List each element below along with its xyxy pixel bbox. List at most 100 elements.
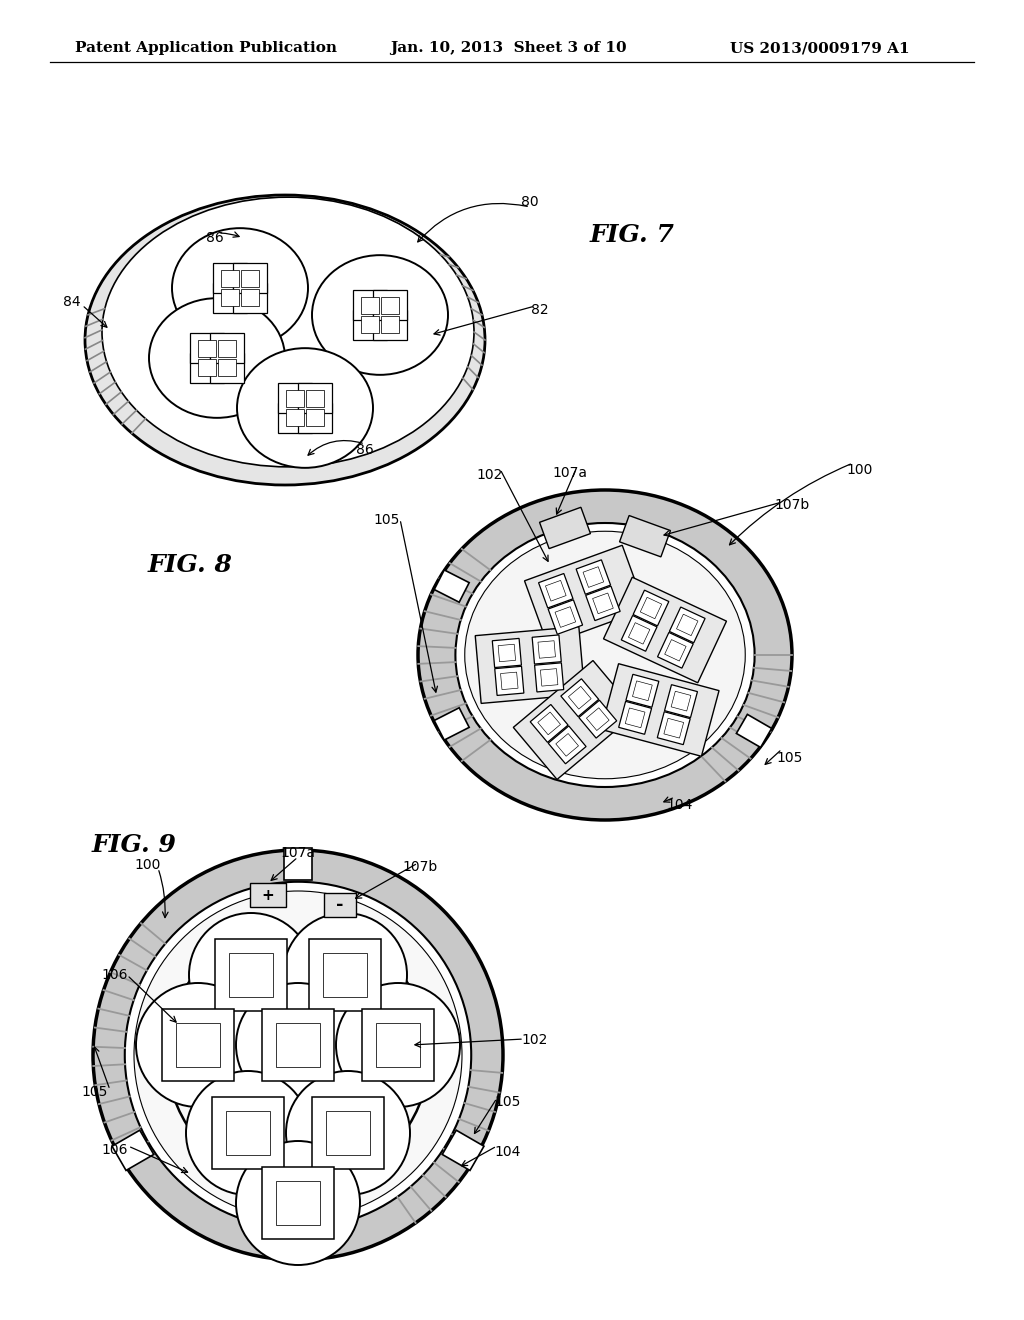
Text: 107a: 107a xyxy=(281,846,315,861)
Polygon shape xyxy=(305,409,325,426)
Polygon shape xyxy=(226,1111,269,1155)
Polygon shape xyxy=(112,1130,154,1171)
Polygon shape xyxy=(353,290,387,321)
Polygon shape xyxy=(286,391,304,407)
Polygon shape xyxy=(677,614,698,636)
Polygon shape xyxy=(538,640,555,659)
Polygon shape xyxy=(568,686,591,709)
Polygon shape xyxy=(212,1097,284,1170)
Circle shape xyxy=(125,882,471,1228)
Polygon shape xyxy=(556,734,579,756)
Polygon shape xyxy=(664,718,684,738)
Polygon shape xyxy=(475,627,585,704)
Text: 100: 100 xyxy=(135,858,161,873)
Polygon shape xyxy=(535,663,563,692)
Polygon shape xyxy=(540,507,591,549)
Polygon shape xyxy=(360,317,379,333)
Text: 86: 86 xyxy=(206,231,224,246)
Circle shape xyxy=(236,1140,360,1265)
Polygon shape xyxy=(218,359,237,376)
Polygon shape xyxy=(278,383,312,413)
Text: 104: 104 xyxy=(495,1144,521,1159)
Ellipse shape xyxy=(150,298,285,418)
Polygon shape xyxy=(284,849,312,880)
Polygon shape xyxy=(501,672,518,689)
Bar xyxy=(250,883,286,907)
Polygon shape xyxy=(276,1023,319,1067)
Text: 84: 84 xyxy=(63,294,81,309)
Polygon shape xyxy=(278,403,312,433)
Ellipse shape xyxy=(418,490,792,820)
Polygon shape xyxy=(381,317,399,333)
Polygon shape xyxy=(360,297,379,314)
Text: 102: 102 xyxy=(522,1034,548,1047)
Polygon shape xyxy=(513,660,637,780)
Polygon shape xyxy=(532,635,561,664)
Polygon shape xyxy=(324,953,367,997)
Polygon shape xyxy=(493,639,521,668)
Polygon shape xyxy=(198,341,216,356)
Polygon shape xyxy=(546,581,566,601)
Polygon shape xyxy=(603,577,726,682)
Polygon shape xyxy=(373,290,407,321)
Circle shape xyxy=(189,913,313,1038)
Circle shape xyxy=(186,1071,310,1195)
Text: Patent Application Publication: Patent Application Publication xyxy=(75,41,337,55)
Circle shape xyxy=(134,891,462,1218)
Text: 106: 106 xyxy=(101,968,128,982)
Text: 107b: 107b xyxy=(774,498,810,512)
Text: FIG. 9: FIG. 9 xyxy=(92,833,177,857)
Polygon shape xyxy=(305,391,325,407)
Polygon shape xyxy=(190,334,224,363)
Polygon shape xyxy=(561,678,599,717)
Text: 100: 100 xyxy=(847,463,873,477)
Text: 104: 104 xyxy=(667,799,693,812)
Polygon shape xyxy=(587,708,609,730)
Polygon shape xyxy=(530,705,568,742)
Polygon shape xyxy=(286,409,304,426)
Circle shape xyxy=(286,1071,410,1195)
Circle shape xyxy=(93,850,503,1261)
Text: US 2013/0009179 A1: US 2013/0009179 A1 xyxy=(730,41,909,55)
Ellipse shape xyxy=(102,197,474,467)
Polygon shape xyxy=(629,623,650,644)
Polygon shape xyxy=(381,297,399,314)
Circle shape xyxy=(336,983,460,1107)
Polygon shape xyxy=(215,939,287,1011)
Polygon shape xyxy=(633,590,669,626)
Text: FIG. 7: FIG. 7 xyxy=(590,223,675,247)
Text: 106: 106 xyxy=(101,1143,128,1158)
Circle shape xyxy=(236,983,360,1107)
Text: 105: 105 xyxy=(82,1085,109,1100)
Polygon shape xyxy=(548,599,583,635)
Circle shape xyxy=(136,983,260,1107)
Polygon shape xyxy=(498,644,516,661)
Polygon shape xyxy=(442,1130,484,1171)
Text: 105: 105 xyxy=(495,1096,521,1109)
Polygon shape xyxy=(262,1008,334,1081)
Polygon shape xyxy=(241,289,259,306)
Bar xyxy=(324,894,356,917)
Text: 86: 86 xyxy=(356,444,374,457)
Text: +: + xyxy=(261,887,274,903)
Polygon shape xyxy=(577,560,610,594)
Polygon shape xyxy=(548,726,586,764)
Polygon shape xyxy=(622,615,657,651)
Polygon shape xyxy=(353,310,387,339)
Polygon shape xyxy=(601,664,719,756)
Ellipse shape xyxy=(465,531,745,779)
Polygon shape xyxy=(618,701,651,734)
Polygon shape xyxy=(495,667,524,696)
Polygon shape xyxy=(736,714,772,747)
Polygon shape xyxy=(538,711,560,735)
Polygon shape xyxy=(373,310,407,339)
Polygon shape xyxy=(229,953,272,997)
Polygon shape xyxy=(626,675,658,708)
Polygon shape xyxy=(241,271,259,286)
Polygon shape xyxy=(555,607,575,627)
Polygon shape xyxy=(524,545,645,644)
Polygon shape xyxy=(434,708,469,741)
Ellipse shape xyxy=(172,228,308,348)
Text: 102: 102 xyxy=(477,469,503,482)
Text: 105: 105 xyxy=(777,751,803,766)
